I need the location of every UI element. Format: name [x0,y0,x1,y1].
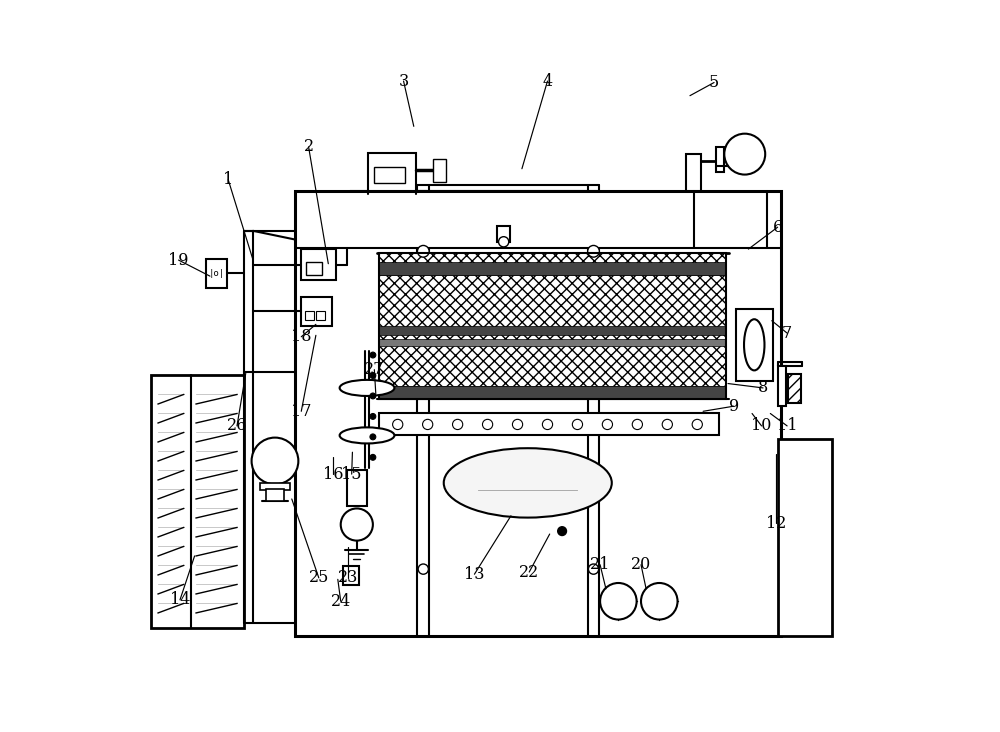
Bar [343,566,359,585]
Circle shape [499,236,509,247]
Ellipse shape [744,319,764,370]
Text: 23: 23 [338,569,358,586]
Bar [379,261,726,274]
Bar [736,309,773,381]
Bar [379,274,726,386]
Circle shape [341,509,373,541]
Text: 9: 9 [729,397,739,415]
Bar [732,144,739,166]
Text: 11: 11 [777,417,797,434]
Text: 7: 7 [782,324,792,342]
Text: 26: 26 [227,417,247,434]
Text: 3: 3 [398,72,409,89]
Circle shape [600,583,637,619]
Bar [301,296,332,326]
Bar [301,249,336,280]
Text: 20: 20 [631,556,651,573]
Circle shape [482,419,493,430]
Circle shape [641,583,678,619]
Circle shape [370,352,376,358]
Bar [260,483,290,490]
Circle shape [418,564,428,574]
Bar [266,489,284,501]
Text: 25: 25 [309,569,329,586]
Circle shape [417,245,429,257]
Bar [368,153,416,190]
Circle shape [453,419,463,430]
Text: 4: 4 [542,72,553,89]
Circle shape [370,373,376,378]
Circle shape [252,438,298,485]
Bar [151,376,244,627]
Text: 16: 16 [323,466,344,482]
Bar [716,147,724,173]
Bar [497,225,510,242]
Circle shape [370,414,376,419]
Text: 1: 1 [223,171,233,188]
Circle shape [558,527,566,536]
Circle shape [588,564,599,574]
Circle shape [370,393,376,399]
Circle shape [423,419,433,430]
Bar [379,386,726,399]
Ellipse shape [340,380,394,396]
Text: 18: 18 [291,328,312,346]
Text: 2: 2 [304,138,314,155]
Bar [295,190,781,636]
Circle shape [662,419,672,430]
Text: 15: 15 [341,466,362,482]
Circle shape [588,245,599,257]
Bar [686,154,701,190]
Bar [305,311,314,320]
Text: 5: 5 [709,74,719,91]
Bar [379,414,719,436]
Text: 21: 21 [590,556,610,573]
Bar [379,253,726,274]
Ellipse shape [340,427,394,444]
Circle shape [572,419,583,430]
Bar [206,258,227,288]
Circle shape [370,434,376,440]
Bar [306,262,322,275]
Text: |o|: |o| [208,269,225,277]
Bar [379,326,726,335]
Circle shape [542,419,553,430]
Text: 6: 6 [773,219,783,236]
Text: 24: 24 [331,593,351,610]
Ellipse shape [444,448,612,518]
Text: 10: 10 [751,417,772,434]
Text: 22: 22 [519,564,539,580]
Circle shape [692,419,702,430]
Bar [316,311,325,320]
Circle shape [512,419,523,430]
Text: 17: 17 [291,403,312,419]
Bar [374,168,405,183]
Text: 13: 13 [464,566,485,583]
Text: 27: 27 [364,361,385,378]
Bar [379,339,726,346]
Bar [788,374,801,403]
Text: 14: 14 [170,591,190,608]
Circle shape [632,419,642,430]
Text: 12: 12 [766,515,786,531]
Bar [433,159,446,182]
Circle shape [393,419,403,430]
Text: 19: 19 [168,252,189,269]
Bar [347,470,367,507]
Text: 8: 8 [758,379,768,397]
Bar [778,439,832,636]
Circle shape [370,455,376,460]
Circle shape [602,419,613,430]
Circle shape [724,134,765,174]
Bar [379,253,726,399]
Bar [778,366,786,406]
